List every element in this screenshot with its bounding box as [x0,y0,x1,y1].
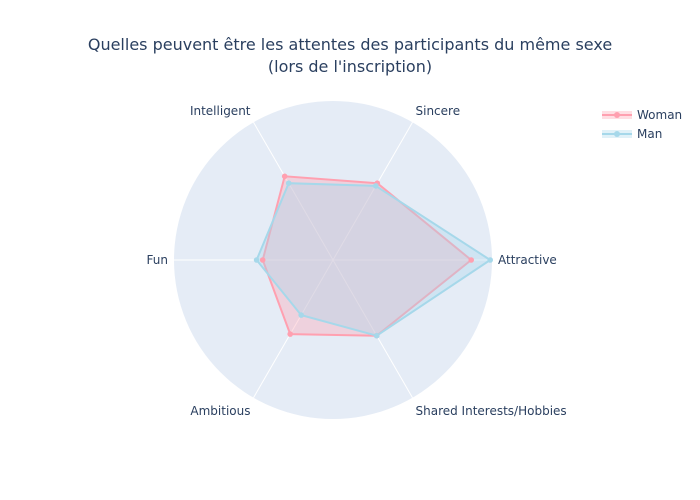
axis-label-shared-interests-hobbies: Shared Interests/Hobbies [416,404,567,418]
data-point-woman-attractive[interactable] [468,257,475,263]
legend[interactable]: Woman Man [602,108,682,141]
axis-label-intelligent: Intelligent [190,104,251,118]
chart-title-line2: (lors de l'inscription) [268,57,432,76]
legend-item-woman[interactable]: Woman [602,108,682,122]
grid-spoke-sincere [332,122,413,261]
polar-grid [174,122,492,398]
data-point-man-fun[interactable] [253,257,260,263]
legend-marker-man [614,131,620,137]
axis-label-sincere: Sincere [416,104,461,118]
data-point-woman-ambitious[interactable] [287,331,294,337]
grid-spoke-intelligent [253,122,334,261]
data-point-woman-intelligent[interactable] [281,173,288,180]
data-point-man-attractive[interactable] [487,257,494,263]
axis-label-attractive: Attractive [498,253,557,267]
data-point-man-sincere[interactable] [373,183,379,189]
axis-label-fun: Fun [147,253,168,267]
series-layer [253,173,494,339]
data-point-man-ambitious[interactable] [298,312,305,318]
chart-title-line1: Quelles peuvent être les attentes des pa… [88,35,612,54]
data-point-man-intelligent[interactable] [285,180,292,186]
legend-marker-woman [614,112,620,118]
grid-spoke-shared-interests-hobbies [332,259,413,398]
data-point-woman-fun[interactable] [259,257,266,263]
legend-label-man: Man [637,127,662,141]
axis-label-ambitious: Ambitious [190,404,250,418]
legend-label-woman: Woman [637,108,682,122]
legend-item-man[interactable]: Man [602,127,662,141]
data-point-man-shared-interests-hobbies[interactable] [373,332,380,339]
grid-spoke-ambitious [253,259,334,398]
axis-labels: Sincere Intelligent Fun Ambitious Shared Int… [147,104,567,418]
